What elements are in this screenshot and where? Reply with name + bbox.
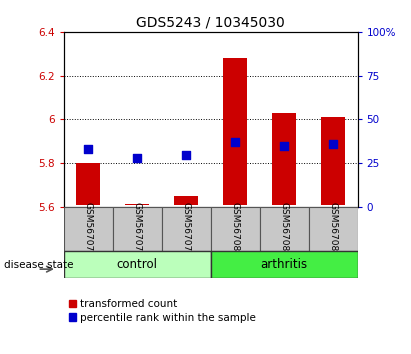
Text: GSM567080: GSM567080: [231, 202, 240, 257]
Bar: [272, 113, 296, 205]
Text: GSM567075: GSM567075: [133, 202, 142, 257]
Bar: [321, 117, 345, 205]
Point: [281, 143, 287, 149]
Bar: [260, 207, 309, 251]
Legend: transformed count, percentile rank within the sample: transformed count, percentile rank withi…: [69, 299, 256, 323]
Text: GSM567082: GSM567082: [328, 202, 337, 257]
Text: disease state: disease state: [4, 259, 74, 270]
Bar: [211, 207, 260, 251]
Text: control: control: [117, 258, 158, 271]
Bar: [64, 251, 210, 278]
Point: [85, 147, 92, 152]
Bar: [76, 163, 100, 205]
Bar: [223, 58, 247, 205]
Bar: [113, 207, 162, 251]
Bar: [64, 207, 113, 251]
Bar: [309, 207, 358, 251]
Point: [330, 141, 336, 147]
Bar: [162, 207, 211, 251]
Title: GDS5243 / 10345030: GDS5243 / 10345030: [136, 15, 285, 29]
Bar: [174, 196, 199, 205]
Bar: [125, 204, 150, 205]
Text: GSM567076: GSM567076: [182, 202, 191, 257]
Point: [232, 139, 238, 145]
Text: GSM567081: GSM567081: [279, 202, 289, 257]
Point: [134, 155, 141, 161]
Text: GSM567074: GSM567074: [84, 202, 93, 257]
Point: [183, 152, 189, 157]
Bar: [211, 251, 358, 278]
Text: arthritis: arthritis: [261, 258, 308, 271]
